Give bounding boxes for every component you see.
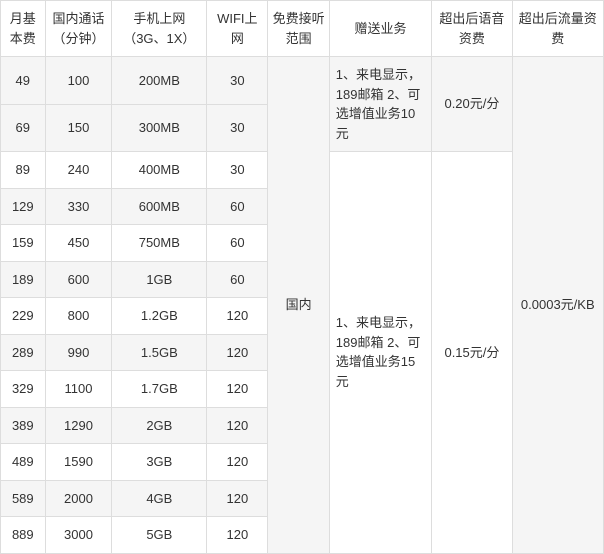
table-row: 49 100 200MB 30 国内 1、来电显示，189邮箱 2、可选增值业务… bbox=[1, 57, 604, 105]
cell-wifi: 30 bbox=[207, 152, 268, 189]
cell-mins: 3000 bbox=[45, 517, 112, 554]
cell-fee: 589 bbox=[1, 480, 46, 517]
cell-gift-1: 1、来电显示，189邮箱 2、可选增值业务10元 bbox=[329, 57, 432, 152]
cell-data: 2GB bbox=[112, 407, 207, 444]
cell-data: 750MB bbox=[112, 225, 207, 262]
cell-data: 3GB bbox=[112, 444, 207, 481]
col-header-wifi: WIFI上网 bbox=[207, 1, 268, 57]
table-body: 49 100 200MB 30 国内 1、来电显示，189邮箱 2、可选增值业务… bbox=[1, 57, 604, 554]
cell-wifi: 120 bbox=[207, 480, 268, 517]
col-header-mins: 国内通话（分钟） bbox=[45, 1, 112, 57]
col-header-range: 免费接听范围 bbox=[268, 1, 329, 57]
cell-mins: 240 bbox=[45, 152, 112, 189]
col-header-data-over: 超出后流量资费 bbox=[512, 1, 603, 57]
cell-wifi: 60 bbox=[207, 261, 268, 298]
cell-fee: 89 bbox=[1, 152, 46, 189]
cell-mins: 2000 bbox=[45, 480, 112, 517]
cell-fee: 489 bbox=[1, 444, 46, 481]
cell-wifi: 30 bbox=[207, 57, 268, 105]
cell-free-range: 国内 bbox=[268, 57, 329, 554]
cell-wifi: 120 bbox=[207, 407, 268, 444]
cell-data: 600MB bbox=[112, 188, 207, 225]
cell-fee: 289 bbox=[1, 334, 46, 371]
cell-mins: 450 bbox=[45, 225, 112, 262]
cell-mins: 1290 bbox=[45, 407, 112, 444]
cell-mins: 990 bbox=[45, 334, 112, 371]
cell-wifi: 120 bbox=[207, 334, 268, 371]
cell-data-over: 0.0003元/KB bbox=[512, 57, 603, 554]
col-header-voice-over: 超出后语音资费 bbox=[432, 1, 512, 57]
cell-wifi: 30 bbox=[207, 104, 268, 152]
cell-mins: 800 bbox=[45, 298, 112, 335]
cell-fee: 159 bbox=[1, 225, 46, 262]
cell-wifi: 60 bbox=[207, 225, 268, 262]
cell-fee: 889 bbox=[1, 517, 46, 554]
cell-wifi: 120 bbox=[207, 517, 268, 554]
cell-wifi: 60 bbox=[207, 188, 268, 225]
cell-fee: 389 bbox=[1, 407, 46, 444]
cell-voice-over-1: 0.20元/分 bbox=[432, 57, 512, 152]
cell-mins: 150 bbox=[45, 104, 112, 152]
cell-data: 1.2GB bbox=[112, 298, 207, 335]
cell-fee: 229 bbox=[1, 298, 46, 335]
cell-data: 200MB bbox=[112, 57, 207, 105]
cell-data: 4GB bbox=[112, 480, 207, 517]
cell-data: 1.5GB bbox=[112, 334, 207, 371]
col-header-fee: 月基本费 bbox=[1, 1, 46, 57]
cell-wifi: 120 bbox=[207, 444, 268, 481]
pricing-table: 月基本费 国内通话（分钟） 手机上网（3G、1X） WIFI上网 免费接听范围 … bbox=[0, 0, 604, 554]
cell-wifi: 120 bbox=[207, 298, 268, 335]
cell-mins: 100 bbox=[45, 57, 112, 105]
header-row: 月基本费 国内通话（分钟） 手机上网（3G、1X） WIFI上网 免费接听范围 … bbox=[1, 1, 604, 57]
cell-fee: 329 bbox=[1, 371, 46, 408]
cell-fee: 129 bbox=[1, 188, 46, 225]
cell-mins: 330 bbox=[45, 188, 112, 225]
cell-gift-2: 1、来电显示，189邮箱 2、可选增值业务15元 bbox=[329, 152, 432, 554]
cell-mins: 600 bbox=[45, 261, 112, 298]
cell-voice-over-2: 0.15元/分 bbox=[432, 152, 512, 554]
cell-data: 300MB bbox=[112, 104, 207, 152]
cell-fee: 69 bbox=[1, 104, 46, 152]
cell-fee: 189 bbox=[1, 261, 46, 298]
cell-data: 1GB bbox=[112, 261, 207, 298]
col-header-gift: 赠送业务 bbox=[329, 1, 432, 57]
cell-data: 400MB bbox=[112, 152, 207, 189]
cell-mins: 1100 bbox=[45, 371, 112, 408]
col-header-data: 手机上网（3G、1X） bbox=[112, 1, 207, 57]
cell-data: 5GB bbox=[112, 517, 207, 554]
cell-fee: 49 bbox=[1, 57, 46, 105]
cell-mins: 1590 bbox=[45, 444, 112, 481]
cell-data: 1.7GB bbox=[112, 371, 207, 408]
cell-wifi: 120 bbox=[207, 371, 268, 408]
